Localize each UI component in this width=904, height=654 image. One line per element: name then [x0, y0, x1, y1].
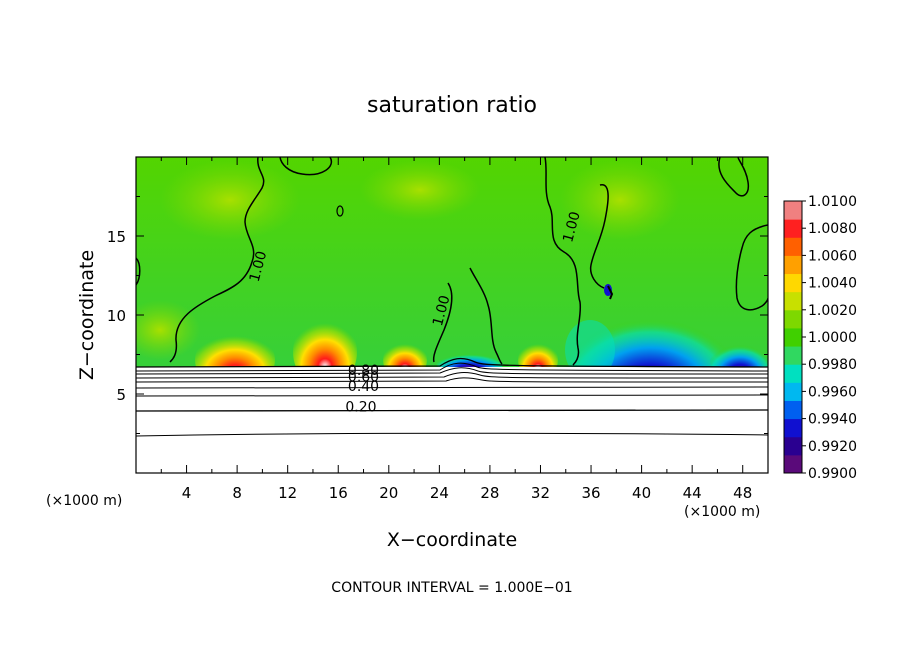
contour-1.00-tick — [607, 285, 614, 300]
x-unit-right: (×1000 m) — [684, 504, 760, 520]
contour-line-6 — [136, 386, 768, 389]
x-tick-label: 4 — [182, 484, 192, 502]
contour-label: 0.20 — [345, 399, 376, 415]
colorbar-label: 0.9940 — [808, 412, 857, 428]
contour-1.00-a — [169, 157, 265, 363]
colorbar-swatch — [784, 382, 802, 401]
colorbar-label: 0.9960 — [808, 384, 857, 400]
field-light-2 — [360, 160, 480, 220]
y-axis-label: Z−coordinate — [76, 250, 98, 380]
colorbar-swatch — [784, 346, 802, 365]
blue-speck — [604, 284, 612, 296]
contour-label: 0.80 — [348, 363, 379, 379]
contour-1.00-i — [136, 257, 141, 286]
contour-line-9 — [136, 432, 768, 437]
contour-label: 1.00 — [430, 294, 454, 328]
contour-line-4 — [136, 372, 768, 379]
x-tick-label: 36 — [581, 484, 600, 502]
contour-1.00-f — [735, 224, 768, 311]
contour-1.00-d — [589, 184, 609, 289]
x-tick-label: 28 — [480, 484, 499, 502]
contour-line-8 — [136, 409, 768, 412]
colorbar-swatch — [784, 436, 802, 456]
contour-line-1 — [136, 357, 768, 368]
colorbar-swatch — [784, 201, 802, 220]
x-tick-label: 8 — [232, 484, 242, 502]
x-tick-label: 48 — [733, 484, 752, 502]
colorbar-swatch — [784, 291, 802, 311]
y-tick-label: 5 — [116, 386, 126, 404]
contour-1.00-h — [469, 267, 503, 365]
colorbar-label: 1.0060 — [808, 248, 857, 264]
x-tick-label: 44 — [683, 484, 702, 502]
field-light-4 — [136, 300, 200, 360]
field-light-3 — [560, 160, 680, 240]
colorbar-swatch — [784, 237, 802, 256]
y-tick-label: 15 — [107, 228, 126, 246]
x-tick-label: 20 — [379, 484, 398, 502]
contour-interval-note: CONTOUR INTERVAL = 1.000E−01 — [331, 580, 572, 596]
y-tick-label: 10 — [107, 307, 126, 325]
contour-1.00-g — [432, 282, 453, 363]
colorbar-swatch — [784, 309, 802, 329]
y-axis-ticks: 5 10 15 — [107, 196, 768, 434]
contour-label: 1.00 — [560, 210, 584, 244]
colorbar-label: 1.0080 — [808, 221, 857, 237]
x-tick-label: 40 — [632, 484, 651, 502]
contour-line-5 — [136, 377, 768, 383]
colorbar: 1.0100 1.0080 1.0060 1.0040 1.0020 1.0000 0.99… — [783, 194, 857, 482]
contour-1.00-ring — [336, 205, 344, 217]
field-light-1 — [160, 160, 300, 240]
colorbar-label: 1.0000 — [808, 330, 857, 346]
contour-label: 1.00 — [247, 249, 271, 283]
x-tick-label: 16 — [329, 484, 348, 502]
colorbar-swatch — [784, 364, 802, 383]
colorbar-label: 1.0020 — [808, 303, 857, 319]
colorbar-label: 0.9920 — [808, 439, 857, 455]
colorbar-swatch — [784, 327, 802, 347]
colorbar-swatch — [784, 273, 802, 293]
colorbar-label: 1.0100 — [808, 194, 857, 210]
x-tick-label: 12 — [278, 484, 297, 502]
colorbar-swatch — [784, 255, 802, 275]
colorbar-swatch — [784, 400, 802, 420]
colorbar-label: 0.9980 — [808, 357, 857, 373]
heatmap-field — [136, 157, 768, 473]
contour-1.00-b — [279, 157, 333, 176]
contour-labels: 1.00 1.00 1.00 0.800.600.40 0.20 — [247, 210, 584, 415]
colorbar-swatch — [784, 219, 802, 238]
contour-line-2 — [136, 362, 768, 372]
contour-1.00-e — [718, 157, 750, 197]
contour-line-7 — [136, 394, 768, 397]
x-unit-left: (×1000 m) — [46, 493, 122, 509]
colorbar-label: 0.9900 — [808, 466, 857, 482]
x-axis-ticks: 4 8 12 16 20 24 28 32 36 40 44 48 — [160, 157, 752, 502]
chart-title: saturation ratio — [367, 93, 537, 118]
x-tick-label: 32 — [531, 484, 550, 502]
colorbar-swatch — [784, 418, 802, 438]
colorbar-label: 1.0040 — [808, 276, 857, 292]
contour-1.00-c — [544, 157, 582, 366]
contour-label: 0.60 — [348, 369, 379, 385]
x-tick-label: 24 — [430, 484, 449, 502]
x-axis-label: X−coordinate — [387, 529, 517, 551]
contour-label: 0.40 — [348, 379, 379, 395]
contour-line-3 — [136, 367, 768, 375]
colorbar-swatch — [784, 454, 802, 474]
subsaturated-region — [136, 367, 768, 473]
